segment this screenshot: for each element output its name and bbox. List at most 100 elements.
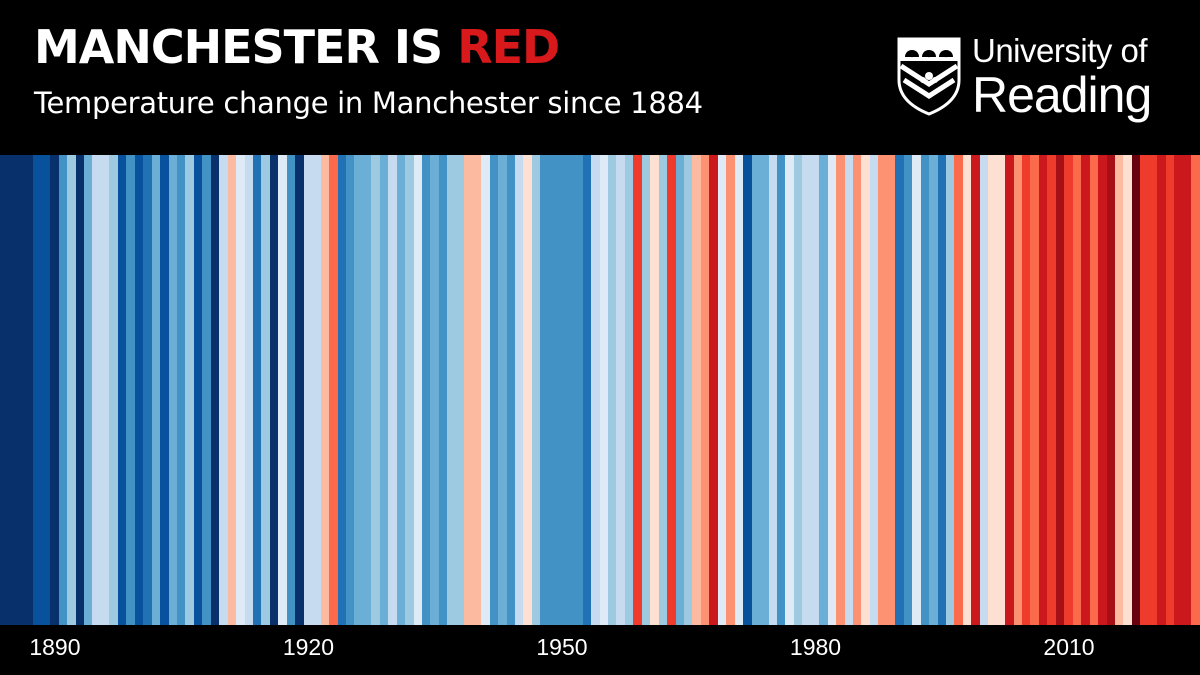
stripe-1938 [456, 155, 465, 625]
stripe-1884 [0, 155, 9, 625]
stripe-1999 [971, 155, 981, 625]
stripe-1886 [16, 155, 26, 625]
x-tick-label: 1980 [789, 634, 842, 660]
stripe-2008 [1047, 155, 1057, 625]
stripe-1921 [312, 155, 322, 625]
stripe-1993 [921, 155, 930, 625]
stripe-1964 [676, 155, 685, 625]
stripe-2022 [1166, 155, 1175, 625]
stripe-1937 [447, 155, 457, 625]
stripe-1977 [785, 155, 795, 625]
stripe-1923 [329, 155, 339, 625]
stripe-2014 [1098, 155, 1108, 625]
stripe-1998 [963, 155, 972, 625]
stripe-1970 [726, 155, 736, 625]
stripe-2002 [997, 155, 1006, 625]
stripe-1904 [169, 155, 178, 625]
stripe-1944 [507, 155, 516, 625]
x-tick-label: 1950 [536, 634, 588, 660]
stripe-1975 [769, 155, 778, 625]
stripe-1908 [202, 155, 212, 625]
stripe-1888 [33, 155, 43, 625]
stripe-1912 [236, 155, 246, 625]
stripe-1896 [101, 155, 110, 625]
stripe-1958 [625, 155, 634, 625]
stripe-1926 [354, 155, 364, 625]
stripe-undefined [1174, 155, 1184, 625]
stripe-1954 [591, 155, 601, 625]
stripe-2003 [1005, 155, 1015, 625]
stripe-1936 [439, 155, 448, 625]
stripe-1894 [84, 155, 93, 625]
stripe-1929 [380, 155, 389, 625]
stripe-1892 [67, 155, 77, 625]
stripe-1885 [8, 155, 17, 625]
stripe-1945 [515, 155, 524, 625]
stripe-1965 [684, 155, 693, 625]
stripe-2009 [1056, 155, 1065, 625]
stripe-1924 [338, 155, 347, 625]
stripe-1887 [25, 155, 34, 625]
stripe-2007 [1039, 155, 1048, 625]
stripe-2021 [1157, 155, 1167, 625]
stripe-2005 [1022, 155, 1031, 625]
stripe-1980 [811, 155, 820, 625]
stripe-2001 [988, 155, 998, 625]
stripe-1898 [118, 155, 127, 625]
title-accent: RED [457, 20, 560, 74]
stripe-1953 [583, 155, 592, 625]
university-logo: University of Reading [896, 33, 1176, 125]
stripe-1891 [59, 155, 68, 625]
stripe-1986 [861, 155, 871, 625]
warming-stripes [0, 155, 1200, 625]
stripe-1927 [363, 155, 372, 625]
stripe-1983 [836, 155, 846, 625]
stripe-1951 [566, 155, 575, 625]
stripe-1978 [794, 155, 803, 625]
stripe-1897 [109, 155, 119, 625]
stripe-1952 [574, 155, 584, 625]
stripe-1982 [828, 155, 837, 625]
stripe-1972 [743, 155, 753, 625]
stripe-2016 [1115, 155, 1124, 625]
stripe-1920 [304, 155, 313, 625]
stripe-2013 [1090, 155, 1099, 625]
stripe-1969 [718, 155, 727, 625]
stripe-1914 [253, 155, 262, 625]
stripe-1987 [870, 155, 879, 625]
stripe-1956 [608, 155, 617, 625]
chart-title: MANCHESTER IS RED [34, 24, 560, 70]
stripe-1900 [135, 155, 144, 625]
stripe-1955 [600, 155, 609, 625]
stripe-2017 [1123, 155, 1133, 625]
stripe-1913 [245, 155, 254, 625]
stripe-1967 [701, 155, 710, 625]
stripe-1992 [912, 155, 922, 625]
x-tick-label: 1920 [282, 634, 335, 660]
stripe-1917 [278, 155, 288, 625]
stripe-1960 [642, 155, 651, 625]
stripe-1959 [633, 155, 643, 625]
stripe-1997 [954, 155, 964, 625]
stripe-1968 [709, 155, 719, 625]
stripe-1906 [185, 155, 195, 625]
stripe-1907 [194, 155, 203, 625]
stripe-1974 [760, 155, 770, 625]
stripe-1943 [498, 155, 508, 625]
stripe-2018 [1132, 155, 1141, 625]
stripe-undefined [1191, 155, 1200, 625]
stripe-1990 [895, 155, 905, 625]
x-tick-label: 1890 [29, 634, 81, 660]
stripe-1948 [540, 155, 550, 625]
stripe-1903 [160, 155, 170, 625]
stripe-1957 [616, 155, 626, 625]
stripe-2010 [1064, 155, 1074, 625]
stripe-1973 [752, 155, 761, 625]
x-axis: 1890 1920 1950 1980 2010 [0, 625, 1200, 675]
stripe-1911 [228, 155, 237, 625]
stripe-1989 [887, 155, 896, 625]
stripe-1919 [295, 155, 305, 625]
stripe-1895 [92, 155, 102, 625]
stripe-1935 [430, 155, 440, 625]
stripe-2000 [980, 155, 989, 625]
